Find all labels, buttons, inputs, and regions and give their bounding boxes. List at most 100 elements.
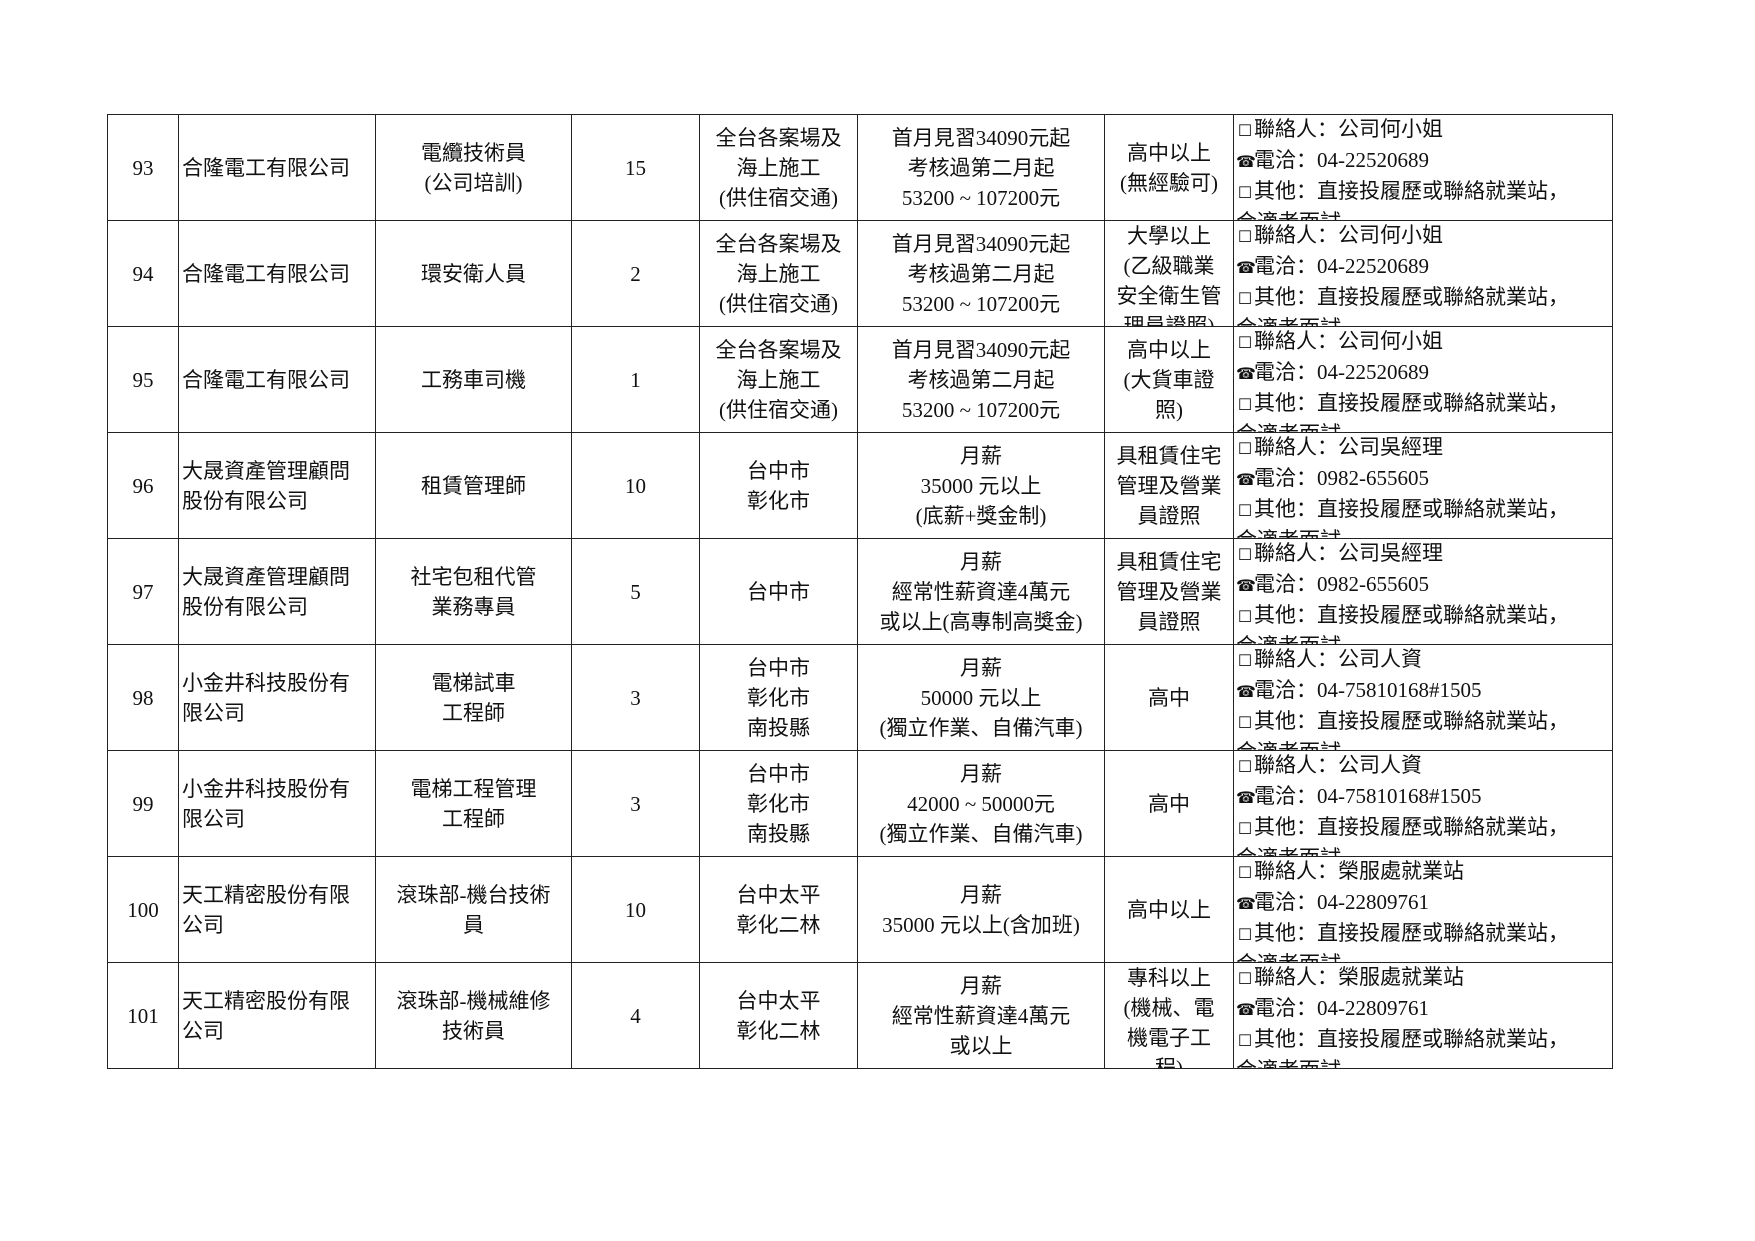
contact-person-text: 聯絡人：公司吳經理	[1254, 541, 1443, 565]
contact-person-text: 聯絡人：公司何小姐	[1254, 329, 1443, 353]
requirement-line: 高中以上	[1127, 337, 1211, 362]
salary-line: 考核過第二月起	[907, 367, 1055, 392]
salary: 月薪 35000 元以上 (底薪+獎金制)	[857, 432, 1105, 539]
work-location-line: 海上施工	[736, 367, 821, 392]
checkbox-icon: ☐	[1237, 609, 1253, 626]
row-number: 100	[107, 856, 179, 963]
openings-count: 3	[571, 644, 700, 751]
requirement-line: (機械、電	[1123, 996, 1215, 1020]
work-location: 全台各案場及 海上施工 (供住宿交通)	[699, 114, 858, 221]
requirement: 高中	[1104, 750, 1234, 857]
company-name-line: 公司	[182, 912, 224, 937]
work-location-line: 彰化二林	[736, 912, 821, 937]
contact-phone: ☎電洽：04-75810168#1505	[1236, 676, 1610, 707]
work-location-line: (供住宿交通)	[719, 397, 838, 422]
contact-other: ☐其他：直接投履歷或聯絡就業站，	[1236, 283, 1610, 314]
company-name-line: 天工精密股份有限	[182, 882, 350, 907]
company-name: 合隆電工有限公司	[178, 326, 376, 433]
company-name: 天工精密股份有限 公司	[178, 962, 376, 1069]
contact-other: ☐其他：直接投履歷或聯絡就業站，	[1236, 919, 1610, 950]
contact-phone: ☎電洽：04-22520689	[1236, 358, 1610, 389]
requirement-line: 高中以上	[1127, 897, 1211, 922]
job-title-line: 業務專員	[431, 594, 516, 619]
job-title: 社宅包租代管 業務專員	[375, 538, 572, 645]
row-number: 93	[107, 114, 179, 221]
checkbox-icon: ☐	[1237, 759, 1253, 776]
company-name: 天工精密股份有限 公司	[178, 856, 376, 963]
requirement: 大學以上 (乙級職業 安全衛生管 理員證照)	[1104, 220, 1234, 327]
salary-line: (底薪+獎金制)	[915, 503, 1047, 528]
job-title: 電梯試車 工程師	[375, 644, 572, 751]
job-title: 電纜技術員 (公司培訓)	[375, 114, 572, 221]
work-location-line: 全台各案場及	[715, 125, 842, 150]
contact-info: ☐聯絡人：公司吳經理 ☎電洽：0982-655605 ☐其他：直接投履歷或聯絡就業站…	[1233, 432, 1613, 539]
work-location-line: 台中市	[747, 458, 810, 483]
salary: 月薪 35000 元以上(含加班)	[857, 856, 1105, 963]
table-row: 101 天工精密股份有限 公司 滾珠部-機械維修 技術員 4 台中太平 彰化二林 月薪 經常性薪資…	[107, 962, 1613, 1069]
salary-line: 53200 ~ 107200元	[901, 291, 1061, 316]
contact-other-cont: 合適者面試	[1236, 208, 1610, 220]
contact-info: ☐聯絡人：公司吳經理 ☎電洽：0982-655605 ☐其他：直接投履歷或聯絡就業站…	[1233, 538, 1613, 645]
contact-other-text: 其他：直接投履歷或聯絡就業站，	[1254, 179, 1569, 203]
work-location-line: (供住宿交通)	[719, 291, 838, 316]
work-location-line: 南投縣	[747, 821, 810, 846]
company-name-line: 合隆電工有限公司	[182, 261, 350, 286]
row-number: 95	[107, 326, 179, 433]
table-row: 93 合隆電工有限公司 電纜技術員 (公司培訓) 15 全台各案場及 海上施工 (供住宿交通)…	[107, 114, 1613, 221]
work-location: 台中市 彰化市 南投縣	[699, 750, 858, 857]
contact-other-text: 其他：直接投履歷或聯絡就業站，	[1254, 921, 1569, 945]
requirement-line: 具租賃住宅	[1116, 443, 1222, 468]
requirement-line: (大貨車證	[1123, 367, 1215, 392]
job-title-line: 電纜技術員	[421, 140, 526, 165]
contact-phone-text: 電洽：04-22520689	[1254, 254, 1429, 278]
openings-count: 5	[571, 538, 700, 645]
work-location: 台中太平 彰化二林	[699, 962, 858, 1069]
salary-line: 53200 ~ 107200元	[901, 185, 1061, 210]
contact-info: ☐聯絡人：公司何小姐 ☎電洽：04-22520689 ☐其他：直接投履歷或聯絡就業站…	[1233, 326, 1613, 433]
work-location: 台中市 彰化市 南投縣	[699, 644, 858, 751]
work-location-line: 全台各案場及	[715, 231, 842, 256]
checkbox-icon: ☐	[1237, 547, 1253, 564]
table-row: 95 合隆電工有限公司 工務車司機 1 全台各案場及 海上施工 (供住宿交通) 首月見習340…	[107, 326, 1613, 433]
requirement: 高中以上 (無經驗可)	[1104, 114, 1234, 221]
job-title-line: 工務車司機	[421, 367, 526, 392]
openings-count: 10	[571, 432, 700, 539]
work-location: 台中市 彰化市	[699, 432, 858, 539]
phone-icon: ☎	[1236, 896, 1256, 913]
job-title-line: 租賃管理師	[421, 473, 526, 498]
salary-line: 月薪	[960, 655, 1002, 680]
contact-info: ☐聯絡人：公司人資 ☎電洽：04-75810168#1505 ☐其他：直接投履歷或聯…	[1233, 750, 1613, 857]
phone-icon: ☎	[1236, 790, 1256, 807]
checkbox-icon: ☐	[1237, 971, 1253, 988]
contact-person-text: 聯絡人：榮服處就業站	[1254, 859, 1464, 883]
job-title: 滾珠部-機械維修 技術員	[375, 962, 572, 1069]
salary-line: 53200 ~ 107200元	[901, 397, 1061, 422]
checkbox-icon: ☐	[1237, 441, 1253, 458]
salary-line: 35000 元以上	[920, 473, 1042, 498]
openings-count: 1	[571, 326, 700, 433]
contact-info: ☐聯絡人：公司何小姐 ☎電洽：04-22520689 ☐其他：直接投履歷或聯絡就業站…	[1233, 220, 1613, 327]
checkbox-icon: ☐	[1237, 715, 1253, 732]
row-number: 99	[107, 750, 179, 857]
contact-other: ☐其他：直接投履歷或聯絡就業站，	[1236, 813, 1610, 844]
contact-person-text: 聯絡人：公司人資	[1254, 647, 1422, 671]
openings-count: 10	[571, 856, 700, 963]
contact-phone-text: 電洽：04-75810168#1505	[1254, 678, 1482, 702]
contact-info: ☐聯絡人：榮服處就業站 ☎電洽：04-22809761 ☐其他：直接投履歷或聯絡就業…	[1233, 856, 1613, 963]
contact-person-text: 聯絡人：公司人資	[1254, 753, 1422, 777]
contact-info: ☐聯絡人：榮服處就業站 ☎電洽：04-22809761 ☐其他：直接投履歷或聯絡就業…	[1233, 962, 1613, 1069]
requirement-line: 員證照	[1137, 609, 1201, 634]
requirement-line: (無經驗可)	[1120, 170, 1218, 195]
contact-other: ☐其他：直接投履歷或聯絡就業站，	[1236, 707, 1610, 738]
work-location-line: 海上施工	[736, 155, 821, 180]
contact-phone: ☎電洽：04-22809761	[1236, 888, 1610, 919]
contact-other: ☐其他：直接投履歷或聯絡就業站，	[1236, 1025, 1610, 1056]
contact-other-text: 其他：直接投履歷或聯絡就業站，	[1254, 1027, 1569, 1051]
salary-line: 42000 ~ 50000元	[907, 791, 1055, 816]
job-title-line: 滾珠部-機械維修	[396, 988, 551, 1013]
job-title-line: 工程師	[442, 700, 505, 725]
work-location-line: 台中市	[747, 655, 810, 680]
company-name-line: 小金井科技股份有	[182, 670, 350, 695]
contact-person-text: 聯絡人：公司何小姐	[1254, 223, 1443, 247]
requirement: 高中以上 (大貨車證 照)	[1104, 326, 1234, 433]
